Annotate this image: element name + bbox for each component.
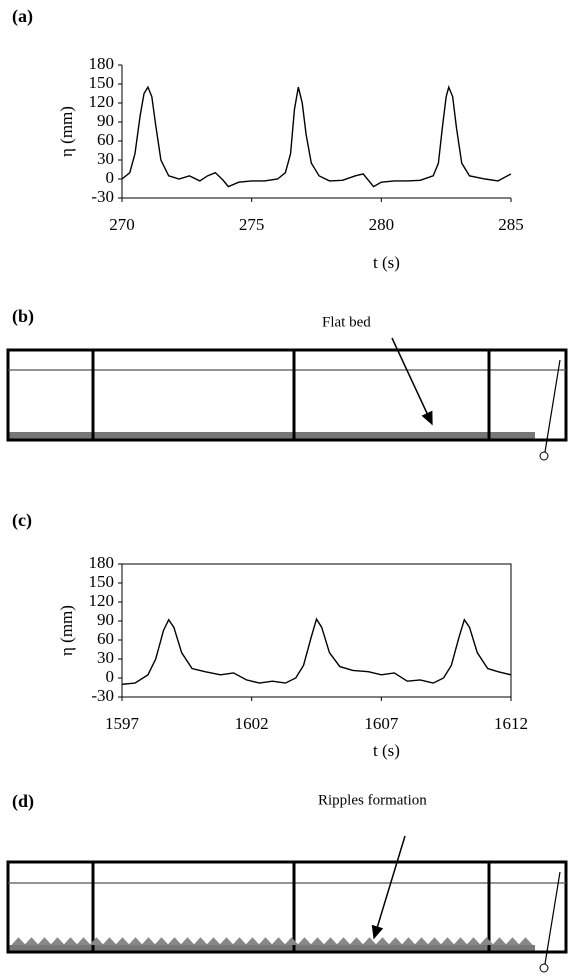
flume-diagram [6,337,568,461]
panel-label: (a) [12,6,33,27]
x-axis-label: t (s) [373,253,400,272]
data-line [121,84,512,188]
annotation: Flat bed [322,314,371,330]
x-tick-label: 285 [498,215,524,234]
y-axis-label: η (mm) [57,106,76,157]
x-axis-label: t (s) [373,741,400,760]
y-tick-label: 0 [106,667,115,686]
x-tick-label: 275 [239,215,265,234]
panel-label: (d) [12,791,34,812]
x-tick-label: 1607 [364,714,399,733]
annotation: Ripples formation [318,792,427,808]
x-tick-label: 1612 [494,714,528,733]
y-tick-label: 150 [89,73,115,92]
x-tick-label: 280 [369,215,395,234]
x-tick-label: 1597 [105,714,140,733]
y-tick-label: 30 [97,149,114,168]
y-tick-label: -30 [91,187,114,206]
y-tick-label: 180 [89,54,115,73]
y-tick-label: 120 [89,591,115,610]
y-tick-label: 90 [97,111,114,130]
panel-label: (b) [12,306,34,327]
y-axis-label: η (mm) [57,605,76,656]
y-tick-label: 30 [97,648,114,667]
x-tick-label: 270 [109,215,135,234]
y-tick-label: 60 [97,629,114,648]
y-tick-label: 90 [97,610,114,629]
y-tick-label: 180 [89,553,115,572]
ripple-bed [11,937,533,946]
y-tick-label: 0 [106,168,115,187]
x-tick-label: 1602 [235,714,269,733]
y-tick-label: 120 [89,92,115,111]
flume-diagram [6,835,568,973]
y-tick-label: -30 [91,686,114,705]
y-tick-label: 60 [97,130,114,149]
panel-label: (c) [12,510,32,531]
plot-frame [121,563,512,698]
y-tick-label: 150 [89,572,115,591]
data-line [121,617,512,686]
